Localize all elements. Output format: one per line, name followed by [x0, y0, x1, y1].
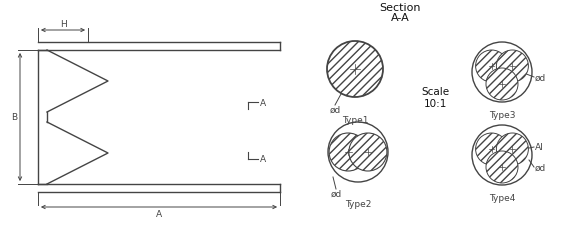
Circle shape: [476, 133, 507, 165]
Text: Type1: Type1: [342, 116, 369, 124]
Text: Section: Section: [379, 3, 421, 13]
Circle shape: [476, 51, 507, 83]
Text: A: A: [156, 209, 162, 218]
Text: ød: ød: [535, 73, 546, 82]
Circle shape: [486, 151, 518, 183]
Text: ød: ød: [331, 189, 342, 198]
Circle shape: [497, 133, 529, 165]
Circle shape: [472, 43, 532, 103]
Circle shape: [349, 133, 387, 171]
Circle shape: [328, 122, 388, 182]
Text: H: H: [60, 20, 67, 29]
Text: Al: Al: [535, 143, 544, 152]
Text: A: A: [260, 155, 266, 164]
Circle shape: [497, 51, 529, 83]
Text: A: A: [260, 98, 266, 107]
Circle shape: [472, 126, 532, 185]
Text: ød: ød: [535, 163, 546, 172]
Text: A-A: A-A: [391, 13, 409, 23]
Circle shape: [327, 42, 383, 98]
Circle shape: [486, 69, 518, 101]
Text: B: B: [11, 113, 17, 122]
Text: Scale
10:1: Scale 10:1: [421, 87, 449, 108]
Text: Type4: Type4: [489, 193, 515, 202]
Text: ød: ød: [329, 106, 340, 114]
Circle shape: [329, 133, 367, 171]
Text: Type3: Type3: [488, 111, 515, 119]
Text: Type2: Type2: [345, 199, 371, 208]
